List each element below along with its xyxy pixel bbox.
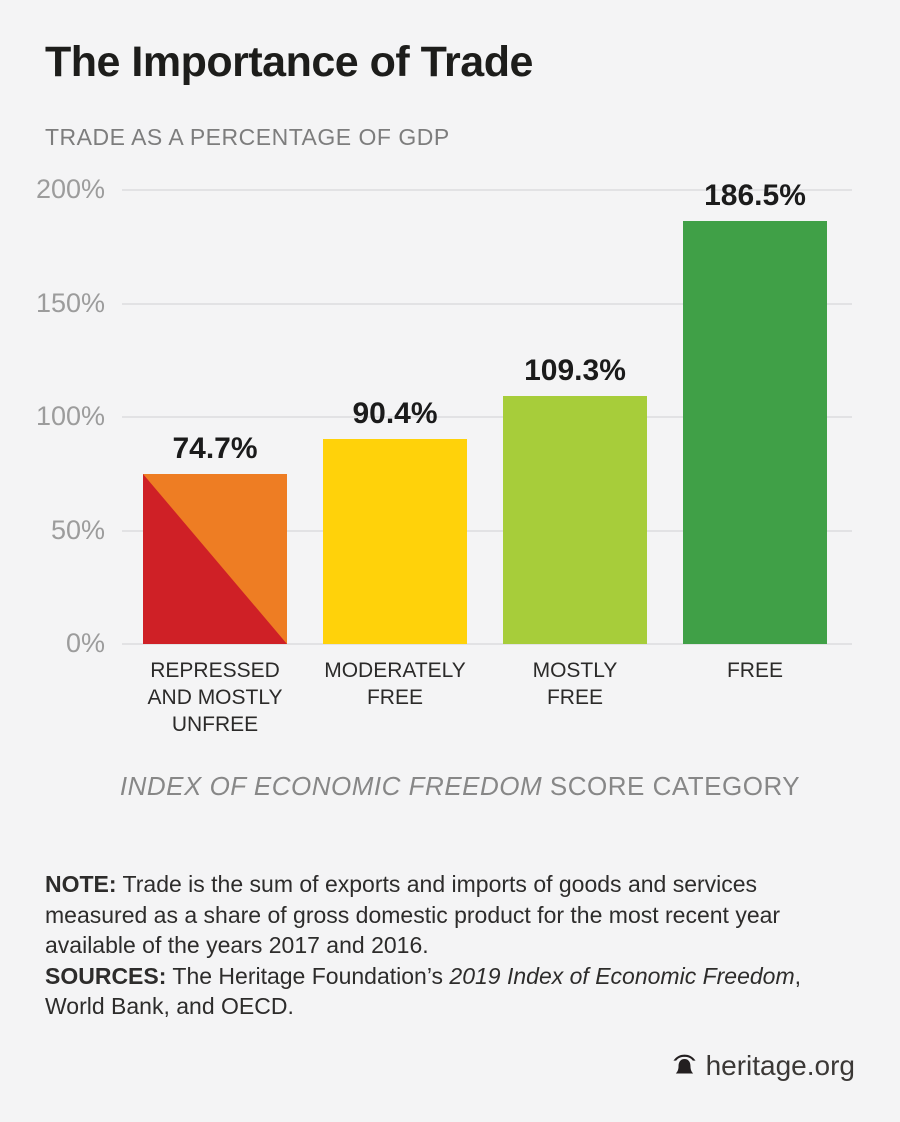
bar-3 — [503, 396, 647, 644]
bar-category-label: REPRESSED AND MOSTLY UNFREE — [147, 659, 283, 736]
sources-label: SOURCES: — [45, 962, 167, 989]
y-axis-tick-label: 0% — [65, 628, 105, 658]
bar-value-label: 109.3% — [524, 354, 626, 387]
y-axis-tick-label: 100% — [35, 401, 105, 431]
x-axis-label: INDEX OF ECONOMIC FREEDOM SCORE CATEGORY — [60, 771, 860, 802]
notes-block: NOTE: Trade is the sum of exports and im… — [45, 869, 805, 1022]
note-body: Trade is the sum of exports and imports … — [45, 871, 781, 958]
gridline-0 — [122, 643, 852, 645]
chart-subtitle: TRADE AS A PERCENTAGE OF GDP — [45, 124, 450, 150]
bar-category-label: MODERATELY FREE — [324, 659, 466, 709]
note-label: NOTE: — [45, 871, 117, 897]
page-title: The Importance of Trade — [45, 38, 533, 86]
x-axis-label-italic: INDEX OF ECONOMIC FREEDOM — [119, 771, 543, 801]
liberty-bell-icon — [671, 1053, 698, 1080]
gridline-100 — [122, 416, 852, 418]
x-axis-label-regular: SCORE CATEGORY — [542, 771, 801, 801]
bar-value-label: 74.7% — [172, 432, 258, 465]
y-axis-tick-label: 200% — [35, 174, 105, 204]
sources-pre: The Heritage Foundation’s — [172, 962, 450, 989]
sources-text: SOURCES: The Heritage Foundation’s 2019 … — [45, 961, 805, 1022]
sources-italic: 2019 Index of Economic Freedom — [449, 962, 795, 989]
footer-brand: heritage.org — [671, 1050, 855, 1082]
bar-value-label: 90.4% — [352, 397, 438, 430]
bar-category-label: FREE — [726, 659, 783, 682]
bar-4 — [683, 221, 827, 644]
bar-category-label: MOSTLY FREE — [532, 659, 618, 709]
bar-red-triangle — [143, 474, 287, 644]
gridline-150 — [122, 302, 852, 305]
bar-value-label: 186.5% — [704, 179, 806, 212]
y-axis-tick-label: 50% — [50, 514, 105, 545]
footer-brand-text: heritage.org — [705, 1050, 855, 1081]
gridline-50 — [122, 529, 852, 532]
gridline-200 — [122, 189, 852, 191]
bar-2 — [323, 439, 467, 644]
note-text: NOTE: Trade is the sum of exports and im… — [45, 869, 805, 961]
sources-post: , World Bank, and OECD. — [45, 962, 802, 1020]
bar-1 — [143, 474, 287, 644]
y-axis-tick-label: 150% — [35, 287, 105, 318]
